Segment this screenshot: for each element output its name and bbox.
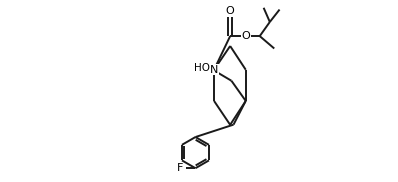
Text: F: F [177,163,183,173]
Text: N: N [210,65,218,75]
Text: O: O [226,6,234,16]
Text: O: O [242,31,250,41]
Text: HO: HO [193,63,210,73]
